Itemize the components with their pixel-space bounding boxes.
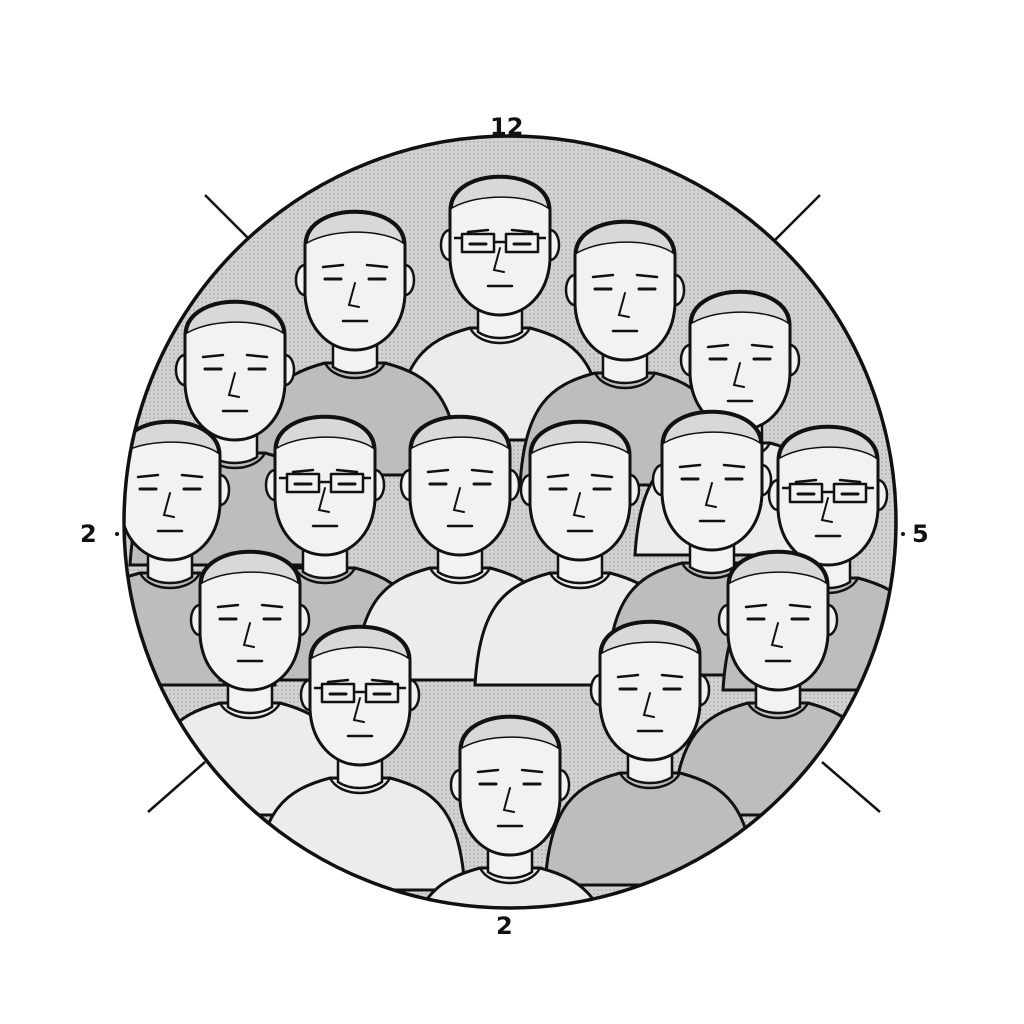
person-brows	[744, 603, 812, 609]
person-brows	[616, 673, 684, 679]
glasses-icon	[314, 682, 406, 704]
person-head	[528, 419, 632, 562]
clock-label-top: 12	[490, 113, 524, 141]
person-brows	[476, 768, 544, 774]
person-brows	[466, 228, 534, 234]
person-hair	[201, 552, 299, 585]
person-hair	[311, 627, 409, 660]
person-collar	[428, 567, 492, 585]
person-head	[448, 174, 552, 317]
person-brows	[426, 468, 494, 474]
person-head	[273, 414, 377, 557]
person-brows	[321, 263, 389, 269]
person-brows	[678, 463, 746, 469]
person-head	[303, 209, 407, 352]
person-head	[660, 409, 764, 552]
person-hair	[601, 622, 699, 655]
crowd-disc-outline	[122, 134, 898, 910]
person-nose	[492, 247, 505, 273]
person-hair	[124, 422, 219, 455]
person-nose	[227, 372, 240, 398]
person-collar	[548, 572, 612, 590]
tick-top-right	[769, 194, 821, 246]
person-hair	[186, 302, 284, 335]
person-brows	[546, 473, 614, 479]
person-nose	[502, 787, 515, 813]
glasses-icon	[454, 232, 546, 254]
person-brows	[136, 473, 204, 479]
tick-bottom-right	[821, 761, 881, 813]
person-hair	[451, 177, 549, 210]
person-hair	[411, 417, 509, 450]
person-nose	[452, 487, 465, 513]
person-hair	[276, 417, 374, 450]
glasses-icon	[782, 482, 874, 504]
tick-top-left	[204, 194, 256, 246]
person-nose	[770, 622, 783, 648]
person-hair	[576, 222, 674, 255]
person-head	[308, 624, 412, 767]
tick-dot-right	[901, 532, 905, 536]
person-hair	[306, 212, 404, 245]
person-brows	[591, 273, 659, 279]
person-brows	[216, 603, 284, 609]
person-head	[573, 219, 677, 362]
person-nose	[732, 362, 745, 388]
clock-label-right: 5	[912, 520, 929, 548]
person-head	[776, 424, 880, 567]
person-hair	[461, 717, 559, 750]
crowd-person	[543, 619, 757, 887]
person-head	[124, 419, 222, 562]
person-brows	[794, 478, 862, 484]
person-head	[183, 299, 287, 442]
person-collar	[138, 572, 202, 590]
person-head	[726, 549, 830, 692]
person-collar	[328, 777, 392, 795]
person-head	[408, 414, 512, 557]
person-collar	[618, 772, 682, 790]
person-head	[458, 714, 562, 857]
person-brows	[326, 678, 394, 684]
person-hair	[691, 292, 789, 325]
person-hair	[531, 422, 629, 455]
clock-label-left: 2	[80, 520, 97, 548]
person-nose	[820, 497, 833, 523]
person-nose	[317, 487, 330, 513]
person-collar	[746, 702, 810, 720]
person-nose	[617, 292, 630, 318]
person-nose	[704, 482, 717, 508]
person-nose	[162, 492, 175, 518]
person-nose	[242, 622, 255, 648]
person-hair	[779, 427, 877, 460]
person-collar	[593, 372, 657, 390]
person-nose	[572, 492, 585, 518]
clock-label-bottom: 2	[496, 912, 513, 940]
person-brows	[291, 468, 359, 474]
crowd-person	[403, 714, 617, 908]
person-collar	[323, 362, 387, 380]
person-brows	[706, 343, 774, 349]
person-collar	[478, 867, 542, 885]
person-collar	[468, 327, 532, 345]
person-head	[198, 549, 302, 692]
person-nose	[642, 692, 655, 718]
clock-ticks	[147, 194, 881, 813]
tick-bottom-left	[147, 761, 206, 813]
person-hair	[729, 552, 827, 585]
person-brows	[201, 353, 269, 359]
person-nose	[347, 282, 360, 308]
person-hair	[663, 412, 761, 445]
person-nose	[352, 697, 365, 723]
person-head	[598, 619, 702, 762]
glasses-icon	[279, 472, 371, 494]
person-collar	[218, 702, 282, 720]
tick-dot-left	[115, 532, 119, 536]
